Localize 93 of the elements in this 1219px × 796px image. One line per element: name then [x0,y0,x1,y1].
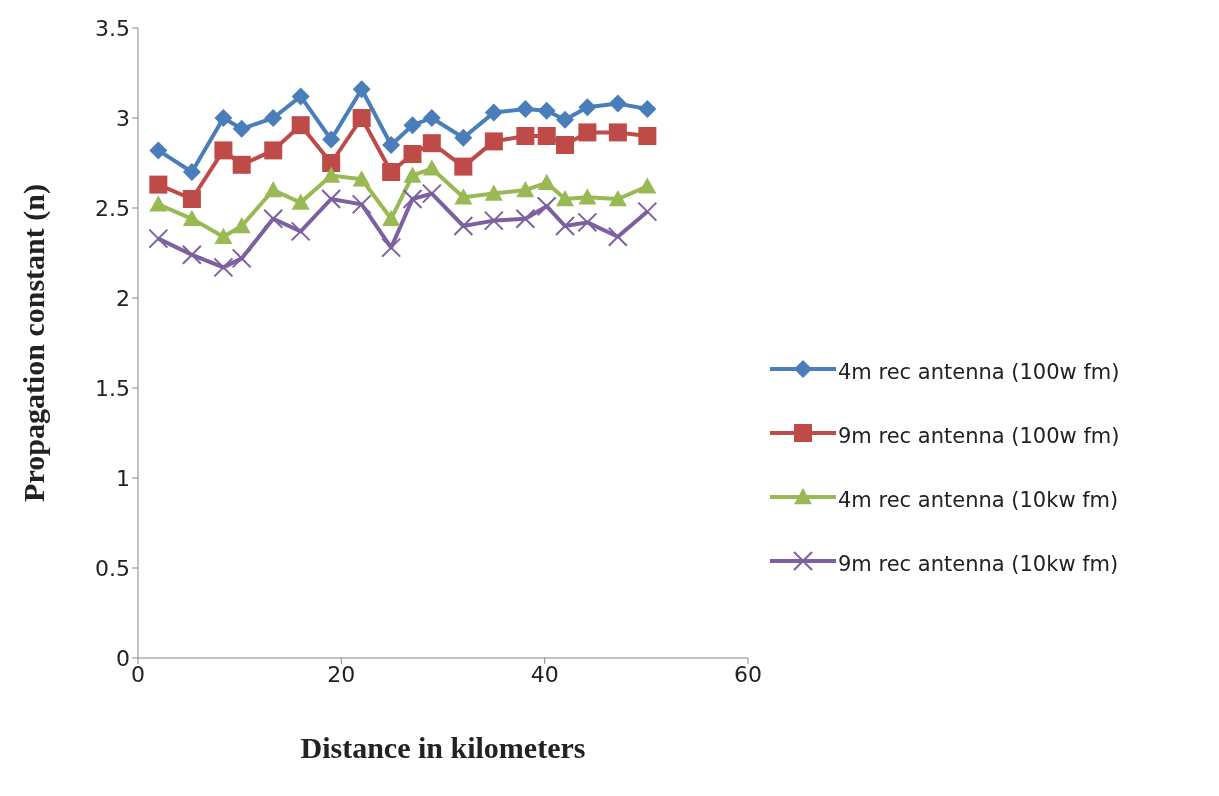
point [578,123,597,142]
point [515,208,536,229]
point [352,170,371,187]
legend-label: 4m rec antenna (10kw fm) [838,487,1120,514]
point [608,190,627,207]
y-tick-label: 3.5 [95,15,130,41]
point [403,145,422,163]
point [214,109,233,127]
y-tick-label: 1.5 [95,375,130,401]
point [213,257,234,278]
point [232,217,251,234]
point [291,87,310,106]
point [555,216,575,236]
point [637,201,658,222]
point [214,227,233,244]
point [556,190,574,207]
point [382,136,401,154]
point [322,154,341,172]
point [382,209,401,226]
point [182,190,201,208]
point [352,109,371,127]
legend-label: 4m rec antenna (100w fm) [838,359,1121,386]
y-axis-title: Propagation constant (n) [16,184,51,502]
point [181,244,202,265]
point [149,195,168,212]
point [264,141,283,160]
point [403,166,422,183]
point [638,127,657,145]
y-tick-label: 2.5 [95,195,130,221]
point [537,173,556,190]
point [381,237,402,258]
point [231,248,252,269]
point [422,159,441,176]
point [556,136,574,154]
point [454,157,473,176]
point [148,228,169,249]
point [577,212,598,233]
y-tick-label: 0.5 [95,555,130,581]
point [421,183,442,204]
point [578,98,597,117]
point [290,221,311,242]
point [351,194,372,215]
point [638,100,657,118]
point [484,103,503,122]
point [322,166,341,183]
x-tick-label: 60 [734,661,762,687]
point [608,123,627,142]
x-axis-title: Distance in kilometers [300,731,586,764]
y-tick-label: 3 [116,105,130,131]
point [484,184,503,201]
y-tick-label: 0 [116,645,130,671]
point [182,163,201,181]
point [214,141,233,160]
point [516,100,535,118]
point [422,134,441,153]
point [403,116,422,135]
point [537,101,556,120]
point [321,189,342,209]
point [149,175,168,194]
point [182,209,201,226]
point [453,216,474,236]
y-tick-label: 2 [116,285,130,311]
point [537,127,556,145]
point [454,128,473,147]
point [232,119,251,138]
point [291,116,310,135]
point [607,226,628,247]
point [638,177,657,194]
point [483,210,504,231]
legend-label: 9m rec antenna (100w fm) [838,423,1121,450]
point [608,94,627,113]
x-tick-label: 20 [327,661,356,687]
point [264,181,283,198]
point [382,163,401,181]
point [264,109,283,127]
point [454,188,473,205]
point [484,132,503,151]
point [149,141,168,160]
x-tick-label: 40 [530,661,559,687]
point [516,127,535,145]
y-tick-label: 1 [116,465,130,491]
point [322,130,341,149]
point [263,208,284,229]
point [402,189,423,209]
point [516,181,535,198]
legend-label: 9m rec antenna (10kw fm) [838,551,1120,578]
point [291,193,310,210]
point [578,188,597,205]
point [536,196,557,217]
point [422,109,441,127]
point [556,110,574,129]
point [232,155,251,174]
point [352,80,371,99]
